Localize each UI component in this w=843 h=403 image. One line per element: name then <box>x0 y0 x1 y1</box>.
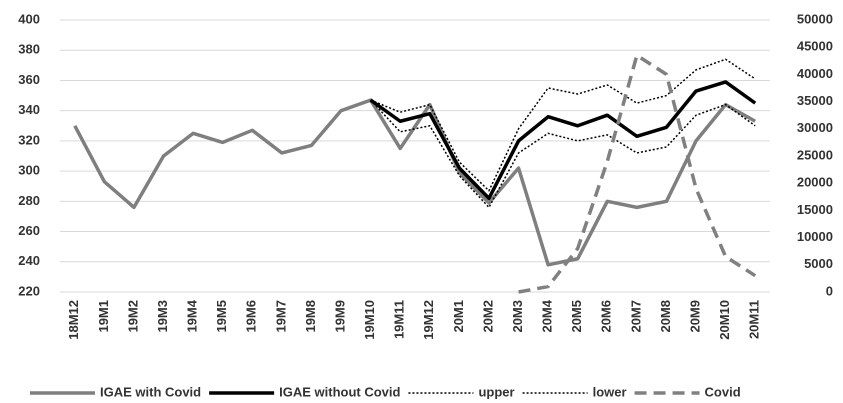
legend-label: IGAE with Covid <box>100 384 201 399</box>
y2-tick-label: 20000 <box>797 175 833 190</box>
y2-tick-label: 15000 <box>797 202 833 217</box>
y2-tick-label: 50000 <box>797 11 833 26</box>
x-tick-label: 19M5 <box>214 300 229 333</box>
legend-label: IGAE without Covid <box>279 384 400 399</box>
y-tick-label: 380 <box>18 42 40 57</box>
y2-tick-label: 10000 <box>797 229 833 244</box>
y2-tick-label: 40000 <box>797 66 833 81</box>
legend-label: lower <box>593 384 627 399</box>
x-tick-label: 19M8 <box>303 300 318 333</box>
x-tick-label: 20M2 <box>480 300 495 333</box>
y-tick-label: 300 <box>18 163 40 178</box>
y2-tick-label: 5000 <box>804 256 833 271</box>
x-tick-label: 19M11 <box>392 300 407 339</box>
x-tick-label: 19M3 <box>155 300 170 333</box>
line-series <box>369 80 757 201</box>
y2-tick-label: 0 <box>826 283 833 298</box>
y2-tick-label: 25000 <box>797 147 833 162</box>
x-tick-label: 20M3 <box>510 300 525 333</box>
legend-label: Covid <box>705 384 741 399</box>
x-tick-label: 20M7 <box>628 300 643 333</box>
x-tick-label: 19M6 <box>244 300 259 333</box>
x-tick-label: 20M9 <box>687 300 702 333</box>
y-tick-label: 240 <box>18 253 40 268</box>
x-tick-label: 19M7 <box>273 300 288 333</box>
x-tick-label: 20M4 <box>540 299 555 332</box>
y-tick-label: 400 <box>18 11 40 26</box>
x-tick-label: 19M1 <box>96 300 111 333</box>
x-tick-label: 18M12 <box>66 300 81 340</box>
x-tick-label: 20M6 <box>599 300 614 333</box>
x-tick-label: 20M10 <box>717 300 732 340</box>
x-tick-label: 19M10 <box>362 300 377 340</box>
line-series <box>370 99 756 209</box>
y-tick-label: 320 <box>18 132 40 147</box>
x-tick-label: 20M1 <box>451 300 466 333</box>
legend-label: upper <box>478 384 514 399</box>
y-tick-label: 340 <box>18 102 40 117</box>
x-tick-label: 20M8 <box>658 300 673 333</box>
line-series <box>73 98 757 267</box>
y-tick-label: 280 <box>18 193 40 208</box>
x-tick-label: 19M9 <box>332 300 347 333</box>
x-tick-label: 19M12 <box>421 300 436 340</box>
y2-tick-label: 35000 <box>797 93 833 108</box>
line-series <box>518 53 757 294</box>
x-tick-label: 19M2 <box>125 300 140 333</box>
x-tick-label: 20M11 <box>747 300 762 339</box>
x-tick-label: 20M5 <box>569 300 584 333</box>
x-tick-label: 19M4 <box>185 299 200 332</box>
y-tick-label: 220 <box>18 283 40 298</box>
y-tick-label: 360 <box>18 72 40 87</box>
y2-tick-label: 30000 <box>797 120 833 135</box>
line-series <box>370 58 756 192</box>
y-tick-label: 260 <box>18 223 40 238</box>
y2-tick-label: 45000 <box>797 39 833 54</box>
